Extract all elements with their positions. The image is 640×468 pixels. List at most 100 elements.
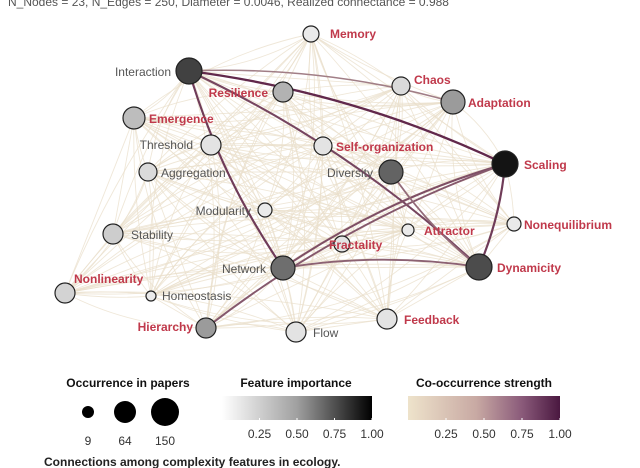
weak-edge: [188, 70, 480, 268]
weak-edge: [400, 85, 515, 225]
weak-edge: [133, 101, 454, 119]
node-aggregation: [138, 162, 158, 182]
node-label-fractality: Fractality: [329, 238, 383, 252]
node-label-memory: Memory: [330, 27, 376, 41]
weak-edge: [147, 171, 388, 320]
node-chaos: [391, 76, 411, 96]
weak-edge: [282, 91, 306, 333]
weak-edge: [295, 266, 480, 333]
edge-diversity-dynamicity: [390, 171, 480, 268]
weak-edge: [341, 243, 480, 268]
legend-cooccurrence-ticks: 0.25 0.50 0.75 1.00: [434, 418, 572, 441]
node-attractor: [401, 223, 415, 237]
legend-occurrence: Occurrence in papers 9 64 150: [66, 376, 190, 448]
node-resilience: [272, 81, 294, 103]
weak-edge: [310, 33, 515, 225]
legend-size-large: [151, 398, 179, 426]
node-adaptation: [440, 89, 466, 115]
importance-tick-label: 0.50: [285, 427, 309, 441]
strong-edge-layer: [187, 69, 507, 329]
weak-edge: [210, 85, 402, 146]
weak-edge: [133, 33, 312, 119]
node-label-emergence: Emergence: [149, 112, 214, 126]
weak-edge: [147, 156, 506, 173]
node-scaling: [491, 150, 519, 178]
node-label-dynamicity: Dynamicity: [497, 261, 561, 275]
weak-edge: [147, 171, 297, 333]
weak-edge: [205, 316, 388, 329]
edge-interaction-adaptation: [188, 69, 454, 103]
node-label-interaction: Interaction: [115, 65, 171, 79]
node-flow: [285, 321, 307, 343]
weak-edge: [310, 33, 506, 165]
weak-edge: [264, 163, 506, 211]
legend-cooccurrence-colorbar: [408, 396, 560, 420]
node-label-modularity: Modularity: [196, 204, 251, 218]
legend-importance-ticks: 0.25 0.50 0.75 1.00: [248, 418, 384, 441]
weak-edge: [205, 266, 480, 329]
node-nonlinearity: [54, 282, 76, 304]
node-label-nonequilibrium: Nonequilibrium: [524, 218, 612, 232]
weak-edge: [112, 117, 135, 235]
node-diversity: [378, 159, 404, 185]
node-nonequilibrium: [506, 216, 522, 232]
weak-edge: [386, 223, 515, 320]
node-label-scaling: Scaling: [524, 158, 567, 172]
weak-edge: [386, 266, 480, 320]
weak-edge: [133, 117, 324, 147]
weak-edge: [282, 163, 506, 269]
weak-edge: [112, 163, 506, 235]
weak-edge: [188, 70, 324, 147]
weak-edge: [147, 144, 324, 173]
weak-edge: [188, 70, 506, 165]
weak-edge: [150, 243, 343, 297]
node-label-hierarchy: Hierarchy: [138, 320, 194, 334]
weak-edge: [264, 209, 343, 245]
weak-edge: [188, 70, 454, 107]
weak-edge: [133, 117, 409, 231]
node-feedback: [376, 308, 398, 330]
node-label-homeostasis: Homeostasis: [162, 289, 231, 303]
weak-edge: [112, 171, 392, 235]
weak-edge: [112, 229, 409, 242]
weak-edge: [310, 33, 454, 103]
weak-edge: [112, 233, 207, 329]
weak-edge: [310, 33, 402, 87]
cooccurrence-tick-label: 0.75: [510, 427, 534, 441]
edge-scaling-network: [282, 163, 506, 269]
node-label-stability: Stability: [131, 228, 173, 242]
weak-edge: [205, 223, 515, 329]
weak-edge: [64, 117, 135, 294]
weak-edge: [112, 70, 190, 235]
node-layer: Memory Interaction Chaos Resilience Adaptati…: [54, 25, 612, 343]
weak-edge: [64, 291, 388, 320]
legend-importance: Feature importance 0.25 0.50 0.75 1.00: [222, 376, 384, 441]
weak-edge: [112, 145, 324, 235]
legend-size-large-label: 150: [155, 434, 175, 448]
weak-edge: [295, 229, 409, 333]
weak-edge: [322, 85, 402, 147]
weak-edge: [400, 85, 480, 268]
weak-edge: [149, 70, 190, 297]
legend-size-small-label: 9: [85, 434, 92, 448]
weak-edge: [150, 295, 388, 325]
weak-edge: [210, 144, 515, 225]
weak-edge: [390, 171, 515, 225]
weak-edge: [390, 171, 480, 268]
weak-edge: [210, 143, 392, 173]
node-label-nonlinearity: Nonlinearity: [74, 272, 144, 286]
weak-edge: [112, 216, 515, 235]
weak-edge: [147, 33, 312, 173]
cooccurrence-tick-label: 1.00: [548, 427, 572, 441]
legend-cooccurrence-title: Co-occurrence strength: [416, 376, 552, 390]
legend-size-medium-label: 64: [118, 434, 132, 448]
node-label-aggregation: Aggregation: [161, 166, 226, 180]
figure-caption: Connections among complexity features in…: [44, 455, 341, 468]
weak-edge: [133, 117, 343, 245]
weak-edge: [188, 70, 266, 211]
weak-edge: [64, 145, 324, 294]
weak-edge: [133, 117, 480, 268]
network-stats: N_Nodes = 23, N_Edges = 250, Diameter = …: [8, 0, 449, 9]
legend-importance-title: Feature importance: [240, 376, 352, 390]
